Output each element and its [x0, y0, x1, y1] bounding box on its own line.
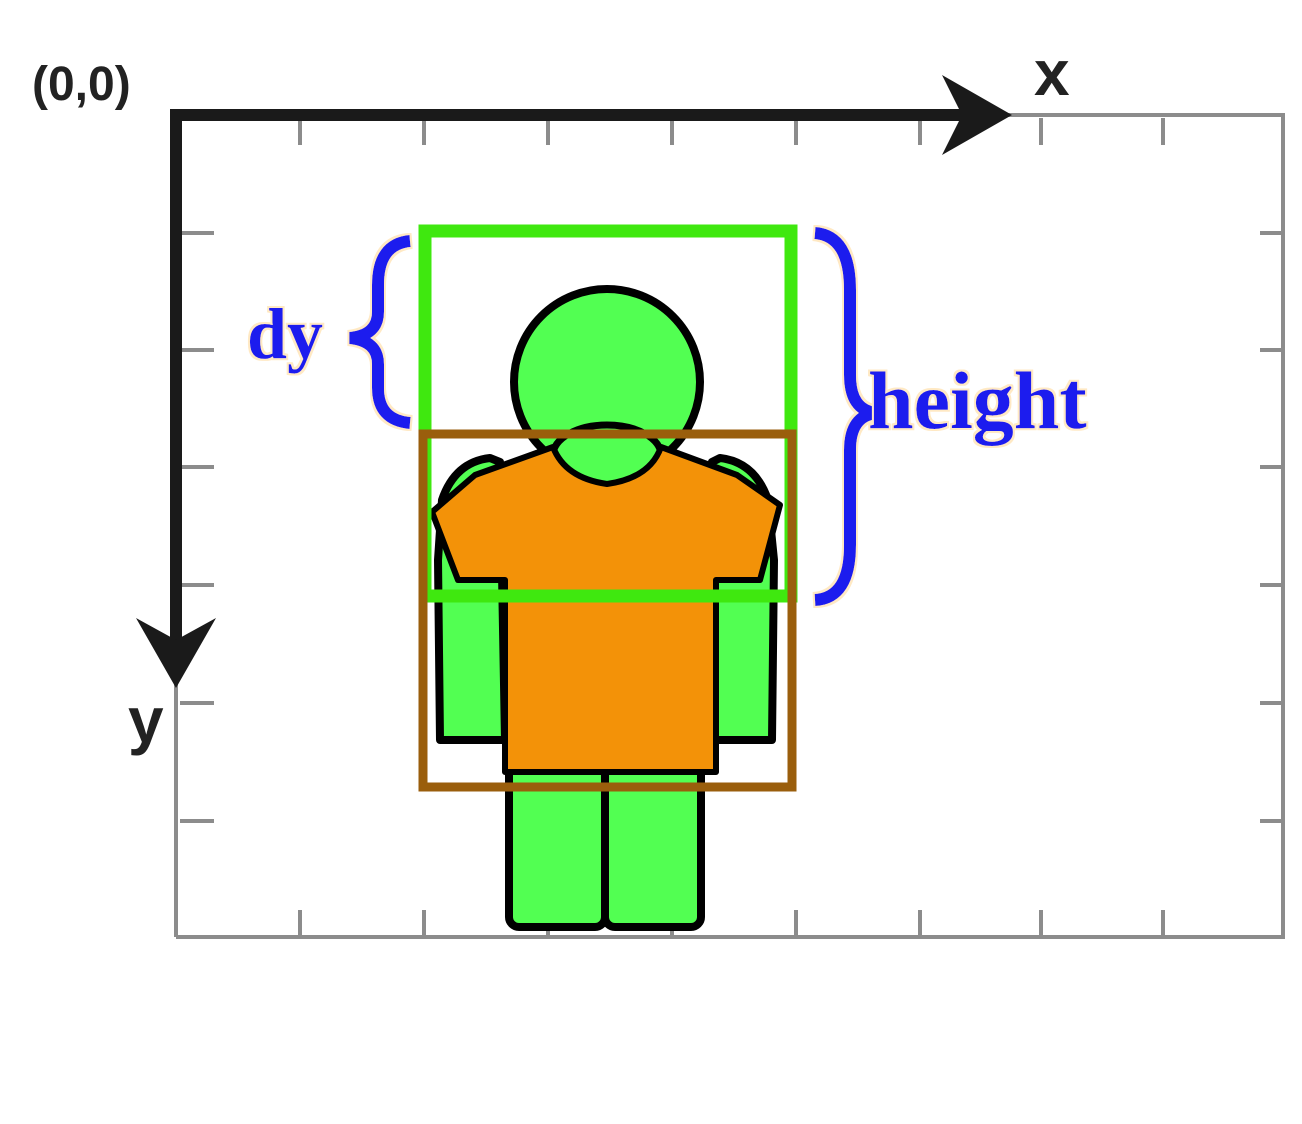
person-icon — [429, 285, 783, 931]
height-brace — [814, 227, 878, 606]
head-bounding-box — [418, 224, 798, 603]
height-label: height — [868, 355, 1087, 446]
x-axis — [176, 75, 1012, 155]
body-bounding-box — [418, 429, 797, 792]
dy-brace-shape — [349, 235, 411, 429]
origin-label: (0,0) — [32, 58, 131, 111]
shirt — [429, 444, 783, 775]
y-axis-arrowhead — [136, 618, 216, 688]
plot-frame — [174, 113, 1285, 939]
x-axis-label: x — [1034, 37, 1070, 109]
y-tick-marks — [180, 231, 1283, 823]
x-tick-marks — [298, 118, 1165, 937]
y-axis — [136, 109, 216, 688]
dy-label: dy — [247, 294, 323, 374]
x-axis-arrowhead — [942, 75, 1012, 155]
y-axis-label: y — [128, 684, 164, 756]
